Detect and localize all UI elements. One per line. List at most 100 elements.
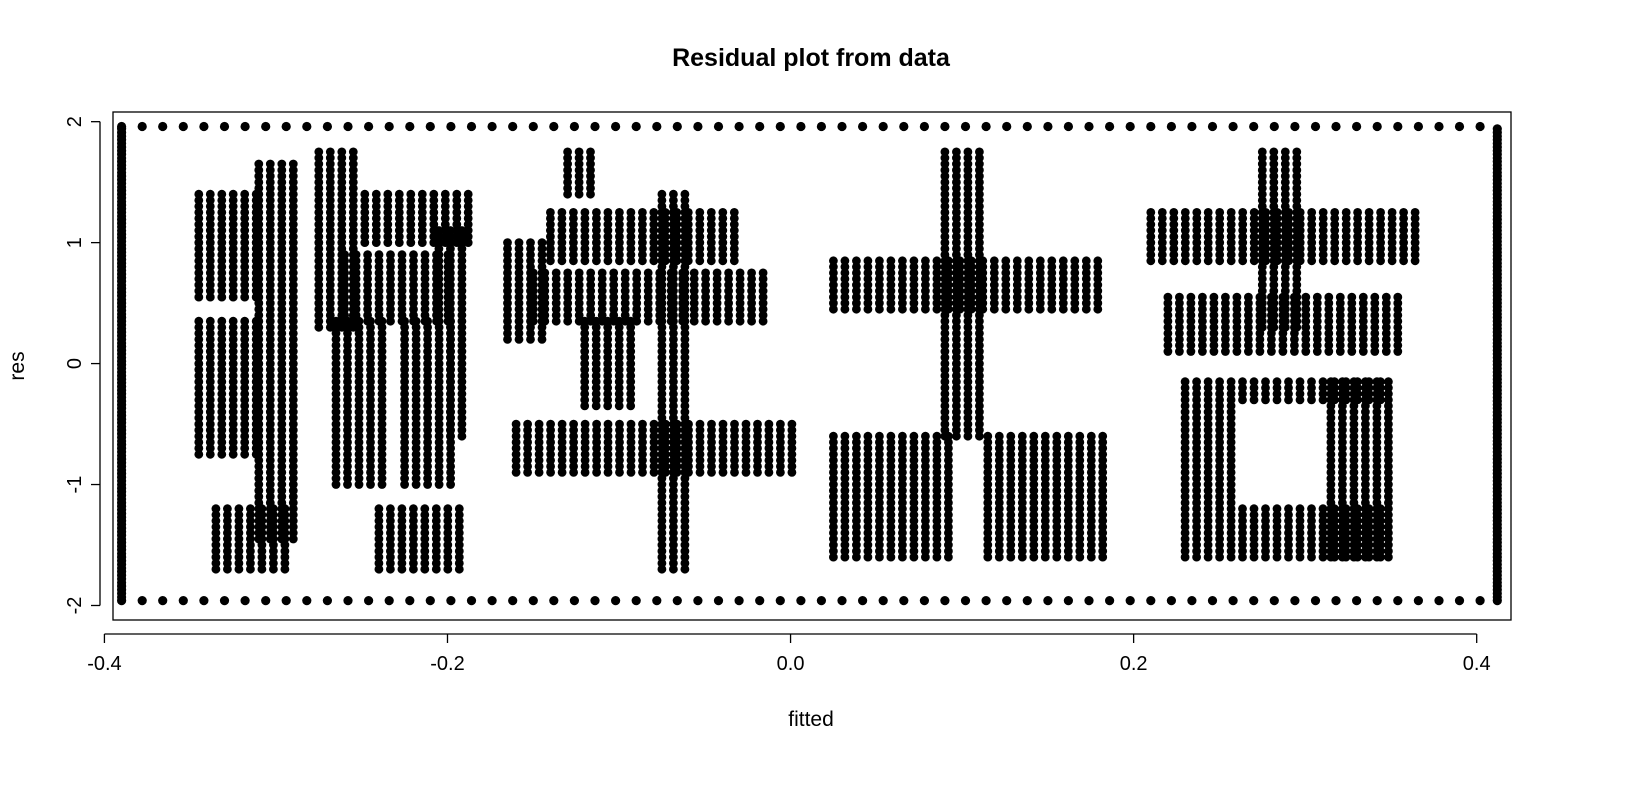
data-point — [446, 121, 456, 132]
data-point — [975, 268, 984, 278]
data-point — [452, 195, 462, 205]
data-point — [1399, 232, 1408, 242]
data-point — [886, 304, 896, 314]
data-point — [457, 232, 467, 242]
data-point — [940, 596, 950, 606]
data-point — [1098, 449, 1108, 459]
data-point — [194, 322, 204, 332]
data-point — [1238, 510, 1247, 520]
data-point — [729, 244, 739, 254]
data-point — [523, 419, 532, 429]
data-point — [377, 395, 387, 405]
data-point — [1024, 304, 1034, 314]
data-point — [1070, 268, 1080, 278]
data-point — [886, 498, 896, 508]
data-point — [1075, 546, 1085, 556]
data-point — [940, 220, 950, 229]
data-point — [775, 596, 785, 606]
data-point — [638, 256, 647, 266]
data-point — [219, 121, 230, 132]
data-point — [265, 419, 275, 429]
data-point — [975, 383, 984, 393]
data-point — [909, 486, 919, 495]
data-point — [672, 121, 682, 132]
data-point — [446, 304, 455, 314]
data-point — [1040, 449, 1050, 459]
data-point — [265, 407, 275, 417]
data-point — [626, 383, 636, 393]
data-point — [194, 256, 204, 266]
data-point — [952, 153, 961, 163]
data-point — [280, 546, 290, 556]
data-point — [1399, 244, 1408, 254]
data-point — [669, 292, 678, 302]
data-point — [952, 195, 961, 205]
data-point — [580, 449, 590, 459]
data-point — [194, 316, 204, 326]
data-point — [591, 347, 601, 356]
data-point — [446, 395, 455, 405]
data-point — [354, 383, 364, 393]
data-point — [265, 195, 275, 205]
x-tick-label: -0.2 — [430, 653, 464, 675]
data-point — [886, 256, 896, 266]
data-point — [343, 431, 352, 441]
data-point — [288, 232, 298, 242]
data-point — [1052, 474, 1062, 483]
data-point — [1361, 383, 1370, 393]
data-point — [1029, 449, 1039, 459]
data-point — [423, 431, 432, 441]
data-point — [657, 347, 667, 356]
data-point — [680, 359, 690, 368]
data-point — [1221, 335, 1230, 344]
data-point — [863, 449, 873, 459]
data-point — [994, 486, 1004, 495]
data-point — [1413, 121, 1423, 132]
data-point — [1063, 510, 1073, 520]
data-point — [1215, 232, 1225, 242]
data-point — [1226, 462, 1236, 471]
data-point — [1372, 383, 1382, 393]
data-point — [657, 189, 667, 199]
data-point — [615, 244, 624, 254]
data-point — [1284, 546, 1293, 556]
data-point — [288, 159, 298, 169]
data-point — [1358, 335, 1368, 344]
data-point — [614, 395, 624, 405]
data-point — [1307, 383, 1316, 393]
data-point — [1364, 522, 1374, 532]
data-point — [1272, 534, 1282, 544]
data-point — [1157, 256, 1167, 266]
data-point — [878, 596, 888, 606]
data-point — [975, 280, 984, 290]
data-point — [1372, 121, 1382, 132]
data-point — [580, 462, 590, 471]
data-point — [217, 371, 227, 381]
data-point — [886, 510, 896, 520]
data-point — [514, 244, 524, 254]
data-point — [1410, 208, 1420, 217]
data-point — [411, 431, 421, 441]
data-point — [377, 371, 387, 381]
data-point — [1364, 510, 1374, 520]
data-point — [1221, 292, 1230, 302]
data-point — [718, 431, 728, 441]
data-point — [377, 347, 387, 356]
data-point — [205, 316, 215, 326]
data-point — [1326, 449, 1336, 459]
data-point — [409, 292, 418, 302]
data-point — [718, 462, 728, 471]
data-point — [1381, 322, 1391, 332]
data-point — [511, 462, 521, 471]
data-point — [940, 147, 950, 157]
data-point — [1226, 256, 1236, 266]
data-point — [1349, 486, 1359, 495]
data-point — [443, 546, 453, 556]
data-point — [940, 304, 950, 314]
data-point — [569, 449, 578, 459]
data-point — [899, 121, 909, 132]
data-point — [921, 256, 930, 266]
data-point — [254, 407, 264, 417]
data-point — [1215, 220, 1225, 229]
data-point — [377, 407, 387, 417]
